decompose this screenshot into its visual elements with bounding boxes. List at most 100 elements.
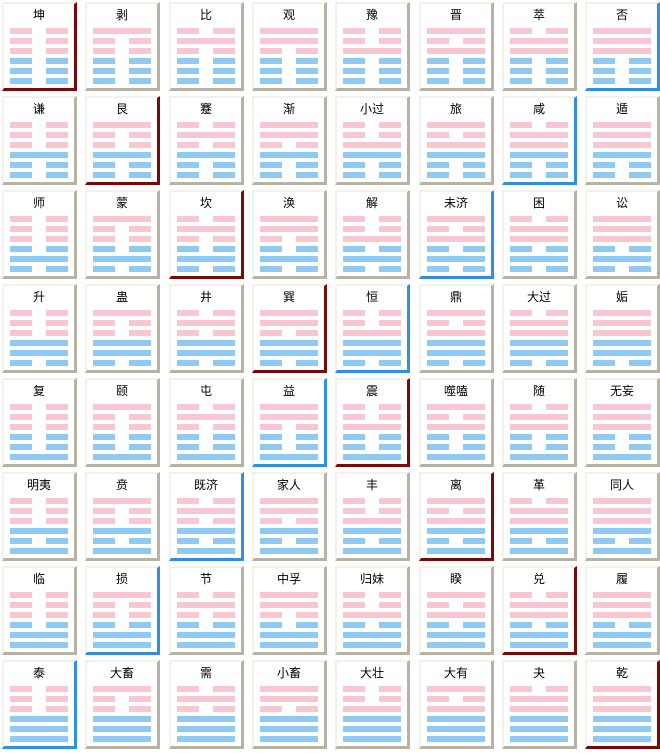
yin-line bbox=[93, 142, 151, 148]
hexagram-cell[interactable]: 家人 bbox=[252, 472, 327, 561]
yang-line bbox=[593, 132, 651, 138]
hexagram-cell[interactable]: 颐 bbox=[85, 378, 160, 467]
hexagram-lines bbox=[177, 122, 235, 182]
hexagram-cell[interactable]: 蒙 bbox=[85, 190, 160, 279]
hexagram-lines bbox=[593, 122, 651, 182]
hexagram-cell[interactable]: 渐 bbox=[252, 96, 327, 185]
hexagram-cell[interactable]: 睽 bbox=[419, 566, 494, 655]
hexagram-cell[interactable]: 震 bbox=[335, 378, 410, 467]
hexagram-cell[interactable]: 升 bbox=[2, 284, 77, 373]
yang-line bbox=[10, 632, 68, 638]
hexagram-cell[interactable]: 蛊 bbox=[85, 284, 160, 373]
hexagram-cell[interactable]: 剥 bbox=[85, 2, 160, 91]
hexagram-lines bbox=[93, 404, 151, 464]
yang-line bbox=[593, 152, 651, 158]
yin-line bbox=[427, 226, 485, 232]
yang-line bbox=[177, 226, 235, 232]
hexagram-cell[interactable]: 贲 bbox=[85, 472, 160, 561]
hexagram-cell[interactable]: 乾 bbox=[585, 660, 660, 749]
hexagram-cell[interactable]: 大畜 bbox=[85, 660, 160, 749]
hexagram-cell[interactable]: 无妄 bbox=[585, 378, 660, 467]
hexagram-cell[interactable]: 益 bbox=[252, 378, 327, 467]
hexagram-cell[interactable]: 鼎 bbox=[419, 284, 494, 373]
hexagram-cell[interactable]: 既济 bbox=[169, 472, 244, 561]
hexagram-cell[interactable]: 屯 bbox=[169, 378, 244, 467]
hexagram-cell[interactable]: 师 bbox=[2, 190, 77, 279]
hexagram-cell[interactable]: 同人 bbox=[585, 472, 660, 561]
hexagram-cell[interactable]: 坤 bbox=[2, 2, 77, 91]
hexagram-cell[interactable]: 丰 bbox=[335, 472, 410, 561]
hexagram-cell[interactable]: 明夷 bbox=[2, 472, 77, 561]
hexagram-cell[interactable]: 咸 bbox=[502, 96, 577, 185]
yang-line bbox=[93, 592, 151, 598]
hexagram-cell[interactable]: 噬嗑 bbox=[419, 378, 494, 467]
hexagram-cell[interactable]: 夬 bbox=[502, 660, 577, 749]
hexagram-cell[interactable]: 困 bbox=[502, 190, 577, 279]
hexagram-cell[interactable]: 比 bbox=[169, 2, 244, 91]
hexagram-cell[interactable]: 姤 bbox=[585, 284, 660, 373]
yang-line bbox=[593, 454, 651, 460]
hexagram-cell[interactable]: 需 bbox=[169, 660, 244, 749]
hexagram-cell[interactable]: 蹇 bbox=[169, 96, 244, 185]
hexagram-cell[interactable]: 未济 bbox=[419, 190, 494, 279]
hexagram-cell[interactable]: 大有 bbox=[419, 660, 494, 749]
yang-line bbox=[343, 340, 401, 346]
yin-line bbox=[93, 58, 151, 64]
hexagram-name: 明夷 bbox=[26, 478, 51, 492]
yin-line bbox=[510, 162, 568, 168]
yang-line bbox=[427, 404, 485, 410]
hexagram-cell[interactable]: 兑 bbox=[502, 566, 577, 655]
hexagram-cell[interactable]: 随 bbox=[502, 378, 577, 467]
hexagram-name: 升 bbox=[32, 290, 45, 304]
hexagram-cell[interactable]: 坎 bbox=[169, 190, 244, 279]
hexagram-cell[interactable]: 涣 bbox=[252, 190, 327, 279]
hexagram-cell[interactable]: 观 bbox=[252, 2, 327, 91]
hexagram-cell[interactable]: 中孚 bbox=[252, 566, 327, 655]
hexagram-cell[interactable]: 大过 bbox=[502, 284, 577, 373]
yin-line bbox=[93, 78, 151, 84]
yang-line bbox=[427, 498, 485, 504]
hexagram-cell[interactable]: 晋 bbox=[419, 2, 494, 91]
hexagram-cell[interactable]: 萃 bbox=[502, 2, 577, 91]
yang-line bbox=[93, 726, 151, 732]
hexagram-lines bbox=[510, 686, 568, 746]
hexagram-cell[interactable]: 损 bbox=[85, 566, 160, 655]
hexagram-cell[interactable]: 小畜 bbox=[252, 660, 327, 749]
hexagram-cell[interactable]: 归妹 bbox=[335, 566, 410, 655]
hexagram-cell[interactable]: 临 bbox=[2, 566, 77, 655]
hexagram-cell[interactable]: 否 bbox=[585, 2, 660, 91]
hexagram-name: 履 bbox=[615, 572, 628, 586]
yin-line bbox=[10, 592, 68, 598]
hexagram-cell[interactable]: 节 bbox=[169, 566, 244, 655]
hexagram-cell[interactable]: 小过 bbox=[335, 96, 410, 185]
yin-line bbox=[177, 28, 235, 34]
yang-line bbox=[260, 592, 318, 598]
hexagram-cell[interactable]: 恒 bbox=[335, 284, 410, 373]
hexagram-name: 萃 bbox=[532, 8, 545, 22]
hexagram-cell[interactable]: 遁 bbox=[585, 96, 660, 185]
hexagram-cell[interactable]: 复 bbox=[2, 378, 77, 467]
hexagram-cell[interactable]: 革 bbox=[502, 472, 577, 561]
yang-line bbox=[510, 454, 568, 460]
yin-line bbox=[177, 612, 235, 618]
hexagram-cell[interactable]: 旅 bbox=[419, 96, 494, 185]
hexagram-cell[interactable]: 巽 bbox=[252, 284, 327, 373]
yin-line bbox=[510, 58, 568, 64]
hexagram-cell[interactable]: 井 bbox=[169, 284, 244, 373]
hexagram-cell[interactable]: 豫 bbox=[335, 2, 410, 91]
hexagram-name: 解 bbox=[365, 196, 378, 210]
hexagram-cell[interactable]: 解 bbox=[335, 190, 410, 279]
hexagram-cell[interactable]: 大壮 bbox=[335, 660, 410, 749]
yin-line bbox=[343, 696, 401, 702]
hexagram-cell[interactable]: 谦 bbox=[2, 96, 77, 185]
hexagram-cell[interactable]: 艮 bbox=[85, 96, 160, 185]
yin-line bbox=[93, 330, 151, 336]
yang-line bbox=[510, 330, 568, 336]
hexagram-cell[interactable]: 泰 bbox=[2, 660, 77, 749]
yang-line bbox=[593, 592, 651, 598]
hexagram-cell[interactable]: 离 bbox=[419, 472, 494, 561]
hexagram-cell[interactable]: 履 bbox=[585, 566, 660, 655]
hexagram-cell[interactable]: 讼 bbox=[585, 190, 660, 279]
yang-line bbox=[260, 686, 318, 692]
yang-line bbox=[593, 612, 651, 618]
